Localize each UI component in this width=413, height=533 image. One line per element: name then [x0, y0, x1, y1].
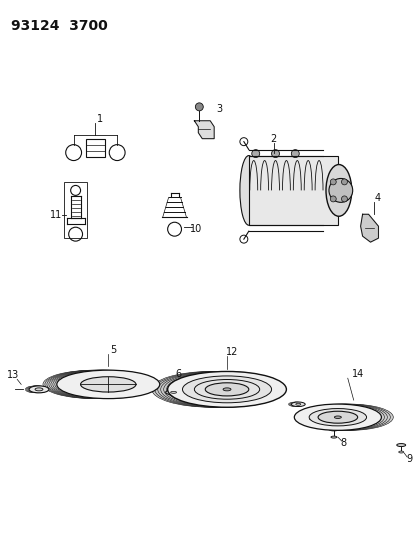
Ellipse shape — [28, 386, 48, 393]
Ellipse shape — [330, 436, 336, 438]
Ellipse shape — [26, 386, 46, 393]
Ellipse shape — [301, 417, 316, 421]
Circle shape — [291, 150, 299, 158]
Ellipse shape — [35, 388, 43, 391]
Circle shape — [328, 179, 352, 203]
Ellipse shape — [160, 372, 279, 407]
Ellipse shape — [239, 156, 257, 225]
Ellipse shape — [306, 404, 392, 430]
Bar — [85, 139, 105, 157]
Circle shape — [341, 196, 347, 202]
Ellipse shape — [205, 383, 248, 396]
Ellipse shape — [81, 377, 135, 392]
Text: 3: 3 — [216, 104, 222, 114]
Ellipse shape — [294, 404, 380, 430]
Circle shape — [330, 179, 335, 185]
Text: 10: 10 — [190, 224, 202, 234]
Ellipse shape — [223, 388, 230, 391]
Ellipse shape — [154, 372, 273, 407]
Ellipse shape — [325, 165, 351, 216]
Ellipse shape — [43, 370, 145, 399]
Ellipse shape — [152, 372, 270, 407]
Circle shape — [341, 179, 347, 185]
Ellipse shape — [163, 390, 179, 395]
Ellipse shape — [309, 418, 314, 420]
Ellipse shape — [163, 372, 282, 407]
Ellipse shape — [309, 409, 366, 426]
Ellipse shape — [25, 386, 45, 393]
Ellipse shape — [398, 451, 403, 453]
Text: 11: 11 — [50, 210, 62, 220]
FancyBboxPatch shape — [248, 156, 337, 225]
Text: 1: 1 — [97, 114, 103, 124]
Text: 12: 12 — [225, 346, 237, 357]
Ellipse shape — [51, 370, 153, 399]
Ellipse shape — [45, 370, 147, 399]
Ellipse shape — [317, 411, 357, 423]
Text: 2: 2 — [270, 134, 276, 144]
Ellipse shape — [302, 404, 389, 430]
Text: 6: 6 — [175, 369, 181, 379]
Circle shape — [251, 150, 259, 158]
Ellipse shape — [288, 402, 301, 407]
Text: 5: 5 — [110, 345, 116, 355]
Circle shape — [195, 103, 203, 111]
Ellipse shape — [49, 370, 152, 399]
Text: 4: 4 — [373, 193, 380, 204]
Ellipse shape — [53, 370, 155, 399]
Ellipse shape — [289, 402, 302, 407]
Ellipse shape — [157, 372, 276, 407]
Ellipse shape — [57, 370, 159, 399]
Ellipse shape — [297, 404, 383, 430]
Ellipse shape — [47, 370, 150, 399]
Ellipse shape — [299, 404, 387, 430]
Ellipse shape — [334, 416, 340, 418]
Text: 13: 13 — [7, 370, 19, 381]
Ellipse shape — [162, 390, 178, 395]
Ellipse shape — [304, 417, 318, 421]
Ellipse shape — [27, 386, 47, 393]
Ellipse shape — [302, 417, 316, 421]
Circle shape — [330, 196, 335, 202]
Ellipse shape — [194, 379, 259, 399]
Text: 14: 14 — [351, 369, 363, 379]
Polygon shape — [194, 121, 214, 139]
Bar — [64, 182, 87, 238]
Ellipse shape — [167, 372, 286, 407]
Ellipse shape — [55, 370, 157, 399]
Text: 93124  3700: 93124 3700 — [11, 19, 108, 33]
Ellipse shape — [182, 376, 271, 403]
Ellipse shape — [166, 372, 285, 407]
Ellipse shape — [165, 390, 181, 395]
Circle shape — [271, 150, 279, 158]
Ellipse shape — [295, 403, 300, 405]
Ellipse shape — [396, 443, 405, 447]
Text: 9: 9 — [405, 454, 411, 464]
Ellipse shape — [304, 417, 317, 421]
Polygon shape — [360, 214, 377, 242]
Text: 8: 8 — [340, 438, 346, 448]
Ellipse shape — [328, 427, 338, 431]
Text: 7: 7 — [322, 422, 328, 432]
Ellipse shape — [29, 386, 49, 393]
Ellipse shape — [170, 391, 176, 393]
Ellipse shape — [291, 402, 304, 407]
Ellipse shape — [164, 390, 180, 395]
Ellipse shape — [290, 402, 304, 407]
